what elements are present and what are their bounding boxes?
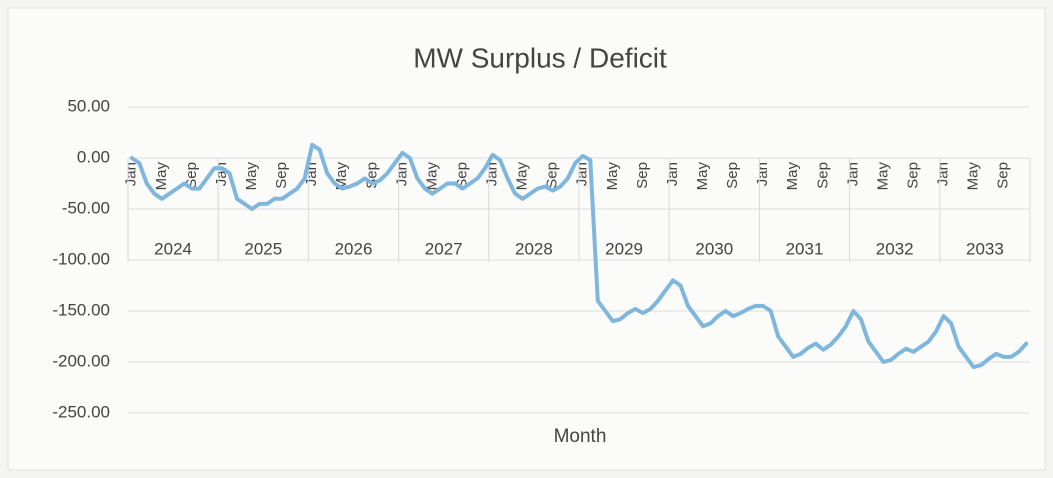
x-tick-label: May	[423, 162, 440, 191]
x-group-label: 2032	[876, 239, 914, 258]
x-tick-label: Sep	[273, 162, 290, 189]
x-tick-label: Jan	[664, 162, 681, 186]
x-tick-label: Jan	[123, 162, 140, 186]
x-tick-label: Jan	[484, 162, 501, 186]
x-tick-label: Sep	[453, 162, 470, 189]
x-group-label: 2033	[966, 239, 1004, 258]
x-tick-label: May	[604, 162, 621, 191]
y-tick-label: -250.00	[52, 402, 110, 421]
x-group-label: 2028	[515, 239, 553, 258]
x-tick-label: May	[784, 162, 801, 191]
x-tick-label: May	[694, 162, 711, 191]
y-tick-label: 50.00	[67, 96, 110, 115]
x-tick-label: May	[874, 162, 891, 191]
x-tick-label: Jan	[844, 162, 861, 186]
chart-title: MW Surplus / Deficit	[413, 42, 667, 73]
y-tick-label: 0.00	[77, 147, 110, 166]
x-group-label: 2024	[154, 239, 192, 258]
x-group-label: 2027	[425, 239, 463, 258]
x-tick-label: Jan	[393, 162, 410, 186]
x-tick-label: Sep	[724, 162, 741, 189]
y-tick-label: -200.00	[52, 351, 110, 370]
y-tick-label: -50.00	[62, 198, 110, 217]
x-tick-label: Sep	[544, 162, 561, 189]
x-group-label: 2029	[605, 239, 643, 258]
x-tick-label: Sep	[904, 162, 921, 189]
x-tick-label: Sep	[814, 162, 831, 189]
x-group-label: 2031	[786, 239, 824, 258]
x-tick-label: May	[153, 162, 170, 191]
x-tick-label: Sep	[634, 162, 651, 189]
x-group-label: 2026	[335, 239, 373, 258]
y-tick-label: -100.00	[52, 249, 110, 268]
x-tick-label: May	[243, 162, 260, 191]
x-tick-label: May	[965, 162, 982, 191]
line-series	[129, 142, 1029, 370]
x-group-label: 2030	[695, 239, 733, 258]
chart-area	[7, 7, 1046, 471]
x-tick-label: Jan	[574, 162, 591, 186]
x-tick-label: Jan	[935, 162, 952, 186]
y-tick-label: -150.00	[52, 300, 110, 319]
x-tick-label: May	[514, 162, 531, 191]
x-group-label: 2025	[244, 239, 282, 258]
x-axis-title: Month	[554, 426, 607, 447]
x-tick-label: Sep	[995, 162, 1012, 189]
x-tick-label: Jan	[754, 162, 771, 186]
x-tick-label: Sep	[183, 162, 200, 189]
